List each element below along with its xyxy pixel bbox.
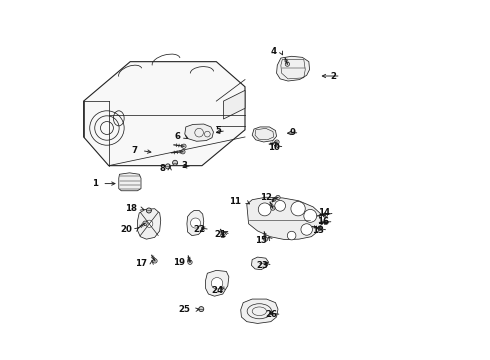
Circle shape [318,226,322,230]
Text: 14: 14 [318,208,330,217]
Circle shape [147,208,151,213]
Circle shape [275,201,286,211]
Polygon shape [205,270,229,296]
Text: 9: 9 [289,128,295,137]
Text: 18: 18 [124,204,137,213]
Circle shape [285,62,290,66]
Circle shape [270,206,275,210]
Circle shape [276,195,280,200]
Circle shape [264,237,268,241]
Text: 3: 3 [182,161,188,170]
Text: 26: 26 [265,310,277,319]
Text: 13: 13 [312,226,324,235]
Circle shape [324,220,328,225]
Circle shape [182,144,186,148]
Text: 24: 24 [211,286,223,295]
Circle shape [291,202,305,216]
Polygon shape [84,62,245,166]
Polygon shape [247,197,322,239]
Text: 8: 8 [159,164,166,173]
Text: 5: 5 [216,126,221,135]
Polygon shape [137,209,161,239]
Circle shape [211,278,223,289]
Circle shape [220,233,225,238]
Circle shape [146,220,153,227]
Polygon shape [223,90,245,119]
Text: 4: 4 [270,47,276,56]
Text: 21: 21 [214,230,226,239]
Circle shape [258,203,271,216]
Polygon shape [251,257,269,270]
Circle shape [191,218,200,228]
Circle shape [304,210,317,222]
Polygon shape [276,56,310,81]
Circle shape [172,160,177,165]
Text: 7: 7 [131,146,137,155]
Text: 17: 17 [135,259,147,268]
Polygon shape [187,211,204,235]
Text: 15: 15 [255,236,267,245]
Text: 6: 6 [174,132,180,141]
Circle shape [153,259,157,263]
Circle shape [199,307,204,312]
Text: 25: 25 [179,305,191,314]
Circle shape [287,231,296,240]
Text: 16: 16 [317,217,329,226]
Circle shape [275,140,279,144]
Text: 10: 10 [268,143,280,152]
Circle shape [166,164,171,169]
Text: 12: 12 [260,193,272,202]
Circle shape [323,213,327,217]
Circle shape [181,150,185,154]
Text: 1: 1 [92,179,98,188]
Text: 19: 19 [173,258,185,267]
Polygon shape [252,127,276,142]
Text: 2: 2 [330,72,337,81]
Circle shape [143,221,147,225]
Polygon shape [185,124,214,141]
Text: 22: 22 [194,225,205,234]
Polygon shape [119,173,141,191]
Text: 20: 20 [120,225,132,234]
Circle shape [301,224,313,235]
Polygon shape [241,299,278,323]
Circle shape [188,260,192,264]
Text: 11: 11 [229,197,242,206]
Text: 23: 23 [256,261,269,270]
